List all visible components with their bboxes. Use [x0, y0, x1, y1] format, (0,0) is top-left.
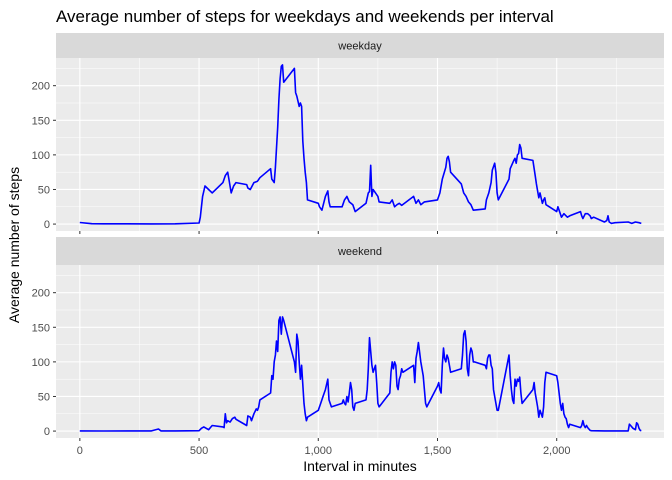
strip-label-weekday: weekday: [337, 41, 382, 53]
x-tick-label: 500: [190, 445, 208, 457]
facet-weekday: weekday 0 50 100 150 200: [32, 33, 664, 234]
y-tick-label: 0: [44, 426, 50, 438]
facet-weekend: weekend 0 50 100 150 200 0 500 1,000 1,500 2,000: [32, 237, 664, 457]
strip-weekend: [56, 237, 664, 265]
series-line-weekday: [79, 64, 642, 225]
x-tick-label: 1,500: [424, 445, 452, 457]
y-tick-label: 100: [32, 150, 50, 162]
strip-weekday: [56, 33, 664, 58]
y-tick-label: 200: [32, 81, 50, 93]
strip-label-weekend: weekend: [337, 246, 382, 258]
x-tick-label: 2,000: [543, 445, 571, 457]
chart-title: Average number of steps for weekdays and…: [56, 7, 554, 26]
panel-background: [56, 58, 664, 231]
y-tick-label: 50: [38, 184, 50, 196]
y-tick-label: 200: [32, 288, 50, 300]
y-tick-label: 150: [32, 322, 50, 334]
y-tick-label: 0: [44, 219, 50, 231]
series-line-weekend: [79, 316, 642, 432]
y-tick-label: 150: [32, 115, 50, 127]
panel-background: [56, 265, 664, 438]
y-tick-label: 100: [32, 357, 50, 369]
x-axis-title: Interval in minutes: [303, 458, 417, 474]
y-axis-title: Average number of steps: [6, 167, 22, 323]
x-tick-label: 1,000: [305, 445, 333, 457]
y-tick-label: 50: [38, 391, 50, 403]
facet-panels: weekday 0 50 100 150 200 weekend 0 50 100 150 200 0 5…: [32, 33, 664, 457]
x-tick-label: 0: [77, 445, 83, 457]
